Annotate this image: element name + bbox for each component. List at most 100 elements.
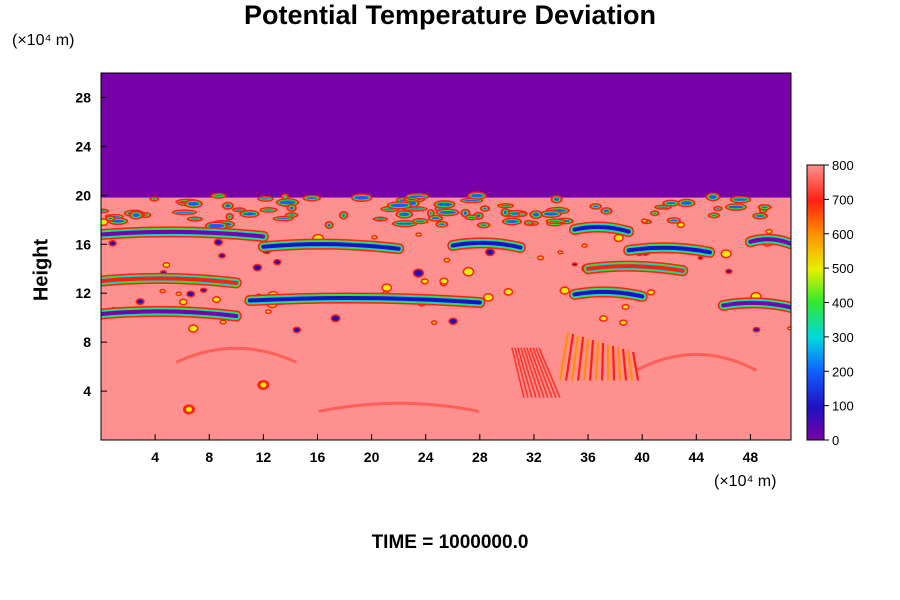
fringe-blob bbox=[427, 214, 444, 222]
fringe-blob bbox=[713, 205, 723, 212]
mid-blob bbox=[420, 278, 429, 285]
mid-blob bbox=[252, 263, 263, 272]
mid-blob bbox=[697, 255, 704, 260]
fringe-blob bbox=[186, 216, 203, 222]
colorbar-tick-label: 100 bbox=[832, 399, 854, 414]
streak bbox=[717, 297, 791, 313]
streak bbox=[623, 242, 716, 258]
mid-blob bbox=[571, 262, 578, 267]
colorbar-tick-label: 600 bbox=[832, 227, 854, 242]
mid-blob bbox=[752, 326, 761, 333]
fringe-blob bbox=[275, 198, 300, 207]
y-tick-label: 28 bbox=[75, 89, 91, 105]
mid-blob bbox=[646, 289, 656, 296]
fringe-blob bbox=[232, 207, 246, 213]
chart-title: Potential Temperature Deviation bbox=[243, 0, 657, 30]
fringe-blob bbox=[467, 191, 487, 200]
fringe-blob bbox=[395, 210, 414, 219]
y-tick-label: 24 bbox=[75, 138, 91, 154]
feature bbox=[558, 332, 640, 381]
fringe-blob bbox=[411, 218, 429, 225]
streak bbox=[744, 233, 791, 250]
mid-blob bbox=[599, 315, 608, 322]
fringe-blob bbox=[239, 209, 260, 218]
fringe-blob bbox=[225, 212, 234, 221]
colorbar-tick-label: 500 bbox=[832, 261, 854, 276]
streak bbox=[582, 260, 689, 277]
mid-blob bbox=[199, 287, 208, 293]
mid-blob bbox=[676, 221, 686, 229]
mid-blob bbox=[725, 268, 733, 275]
x-tick-label: 36 bbox=[580, 449, 596, 465]
fringe-blob bbox=[221, 201, 234, 210]
mid-blob bbox=[371, 235, 378, 240]
mid-blob bbox=[273, 258, 282, 266]
arc bbox=[175, 346, 297, 364]
x-tick-label: 32 bbox=[526, 449, 542, 465]
fringe-blob bbox=[540, 209, 562, 219]
time-label: TIME = 1000000.0 bbox=[371, 532, 529, 553]
fringe-blob bbox=[550, 195, 563, 204]
fringe-blob bbox=[171, 209, 197, 216]
mid-blob bbox=[159, 288, 166, 294]
mid-blob bbox=[443, 257, 451, 263]
fringe-blob bbox=[500, 207, 510, 217]
fringe-blob bbox=[284, 212, 299, 218]
mid-blob bbox=[292, 326, 302, 334]
mid-blob bbox=[188, 324, 199, 333]
mid-blob bbox=[786, 326, 791, 331]
fringe-blob bbox=[280, 193, 290, 200]
x-tick-label: 16 bbox=[310, 449, 326, 465]
feature bbox=[511, 347, 561, 399]
mid-blob bbox=[175, 291, 183, 297]
x-ticks: 4 8 12 16 20 24 28 32 36 40 44 48 bbox=[151, 434, 758, 465]
fringe-blob bbox=[545, 218, 566, 225]
y-axis-unit: (×10⁴ m) bbox=[12, 32, 75, 49]
mid-blob bbox=[186, 290, 196, 298]
fringe-blob bbox=[350, 193, 373, 203]
mid-blob bbox=[108, 240, 117, 247]
fringe-blob bbox=[654, 204, 672, 210]
fringe-blob bbox=[705, 192, 721, 202]
mid-blob bbox=[720, 249, 732, 259]
contour-field bbox=[101, 73, 791, 440]
arc bbox=[318, 401, 479, 413]
fringe-blob bbox=[497, 203, 515, 209]
streak bbox=[101, 226, 269, 242]
mid-blob bbox=[640, 218, 648, 224]
mid-blob bbox=[536, 255, 545, 261]
fringe-blob bbox=[435, 208, 460, 217]
mid-blob bbox=[439, 277, 449, 285]
feature bbox=[182, 404, 195, 415]
x-axis-unit: (×10⁴ m) bbox=[714, 473, 777, 490]
fringe-blob bbox=[435, 220, 449, 228]
fringe-blob bbox=[464, 214, 479, 221]
fringe-blob bbox=[479, 205, 491, 212]
mid-blob bbox=[765, 228, 773, 235]
fringe-blob bbox=[724, 203, 748, 211]
fringe-blob bbox=[752, 212, 769, 220]
x-tick-label: 20 bbox=[364, 449, 380, 465]
mid-blob bbox=[412, 268, 425, 278]
x-tick-label: 12 bbox=[256, 449, 272, 465]
band-upper-uniform bbox=[101, 73, 791, 198]
streak bbox=[244, 292, 486, 309]
colorbar-tick-label: 800 bbox=[832, 158, 854, 173]
fringe-blob bbox=[286, 204, 297, 212]
fringe-blob bbox=[101, 208, 110, 214]
fringe-blob bbox=[129, 210, 144, 220]
streak bbox=[569, 221, 635, 238]
x-tick-label: 44 bbox=[689, 449, 705, 465]
fringe-blob bbox=[386, 201, 413, 210]
mid-blob bbox=[557, 250, 564, 255]
fringe-blob bbox=[517, 211, 527, 217]
x-tick-label: 4 bbox=[151, 449, 159, 465]
colorbar-tick-label: 0 bbox=[832, 433, 839, 448]
fringe-blob bbox=[149, 196, 159, 202]
fringe-blob bbox=[372, 216, 388, 222]
mid-blob bbox=[581, 243, 588, 248]
mid-blob bbox=[219, 319, 227, 325]
colorbar-tick-label: 700 bbox=[832, 192, 854, 207]
fringe-blob bbox=[302, 194, 322, 202]
mid-blob bbox=[619, 319, 628, 326]
